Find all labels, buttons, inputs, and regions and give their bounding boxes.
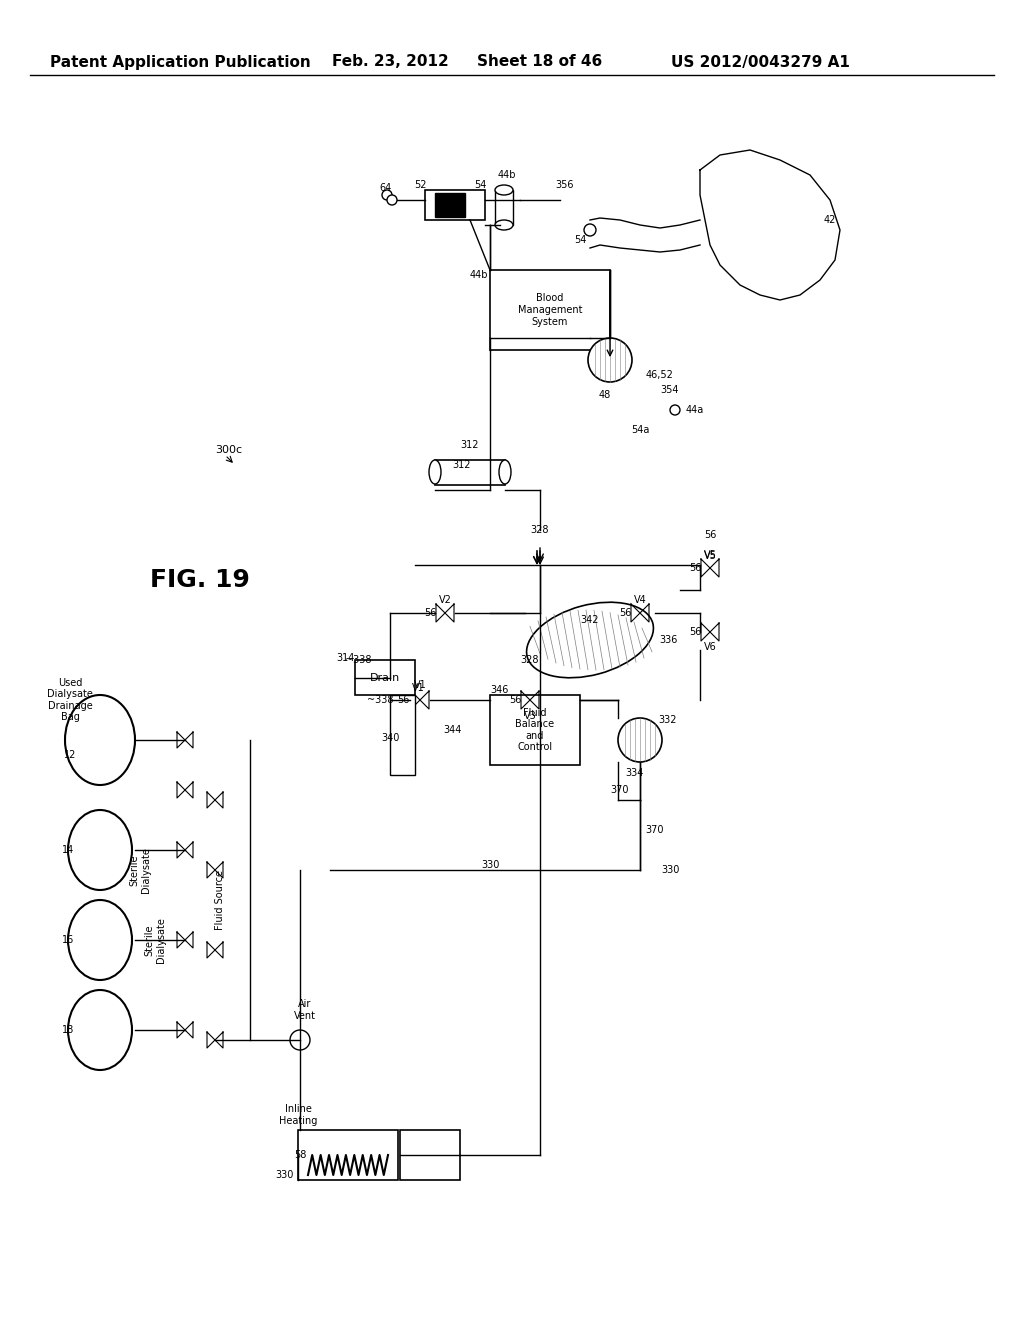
Text: 18: 18 bbox=[61, 1026, 74, 1035]
Bar bbox=[490, 271, 610, 350]
Text: 332: 332 bbox=[658, 715, 677, 725]
Text: 340: 340 bbox=[381, 733, 399, 743]
Text: 334: 334 bbox=[626, 768, 644, 777]
Ellipse shape bbox=[526, 602, 653, 677]
Circle shape bbox=[588, 338, 632, 381]
Text: 42: 42 bbox=[824, 215, 837, 224]
Text: Sterile
Dialysate: Sterile Dialysate bbox=[144, 917, 166, 962]
Text: V3: V3 bbox=[523, 711, 537, 721]
Text: Patent Application Publication: Patent Application Publication bbox=[49, 54, 310, 70]
Text: 330: 330 bbox=[275, 1170, 294, 1180]
Text: 56: 56 bbox=[689, 627, 701, 638]
Text: 48: 48 bbox=[599, 389, 611, 400]
Text: V1: V1 bbox=[412, 682, 424, 693]
Bar bbox=[435, 193, 465, 216]
Text: V5: V5 bbox=[703, 550, 717, 561]
Text: 56: 56 bbox=[689, 564, 701, 573]
Bar bbox=[495, 190, 513, 224]
Text: V4: V4 bbox=[634, 595, 646, 605]
Text: Sterile
Dialysate: Sterile Dialysate bbox=[129, 847, 151, 892]
Ellipse shape bbox=[65, 696, 135, 785]
Bar bbox=[400, 1130, 460, 1180]
Text: V2: V2 bbox=[438, 595, 452, 605]
Text: 44b: 44b bbox=[469, 271, 488, 280]
Text: 312: 312 bbox=[461, 440, 479, 450]
Ellipse shape bbox=[495, 185, 513, 195]
Ellipse shape bbox=[68, 810, 132, 890]
Text: 312: 312 bbox=[453, 459, 471, 470]
Text: 58: 58 bbox=[294, 1150, 306, 1160]
Text: 330: 330 bbox=[481, 861, 499, 870]
Text: ~338: ~338 bbox=[367, 696, 393, 705]
Text: Used
Dialysate
Drainage
Bag: Used Dialysate Drainage Bag bbox=[47, 677, 93, 722]
Bar bbox=[435, 459, 505, 484]
Bar bbox=[490, 696, 580, 766]
Bar bbox=[390, 696, 415, 775]
Text: 300c: 300c bbox=[215, 445, 242, 455]
Ellipse shape bbox=[495, 220, 513, 230]
Text: 16: 16 bbox=[61, 935, 74, 945]
Text: 54: 54 bbox=[573, 235, 586, 246]
Text: 354: 354 bbox=[660, 385, 679, 395]
Text: Drain: Drain bbox=[370, 673, 400, 682]
Text: Fluid
Balance
and
Control: Fluid Balance and Control bbox=[515, 708, 555, 752]
Text: Sheet 18 of 46: Sheet 18 of 46 bbox=[477, 54, 603, 70]
Ellipse shape bbox=[68, 990, 132, 1071]
Text: FIG. 19: FIG. 19 bbox=[151, 568, 250, 591]
Text: 64: 64 bbox=[379, 183, 391, 193]
Text: 346: 346 bbox=[490, 685, 508, 696]
Text: 14: 14 bbox=[61, 845, 74, 855]
Text: 56: 56 bbox=[703, 531, 716, 540]
Text: 314: 314 bbox=[337, 653, 355, 663]
Ellipse shape bbox=[68, 900, 132, 979]
Text: 344: 344 bbox=[443, 725, 462, 735]
Ellipse shape bbox=[499, 459, 511, 484]
Text: Blood
Management
System: Blood Management System bbox=[518, 293, 583, 326]
Bar bbox=[298, 1130, 398, 1180]
Text: 44b: 44b bbox=[498, 170, 516, 180]
Circle shape bbox=[618, 718, 662, 762]
Ellipse shape bbox=[429, 459, 441, 484]
Circle shape bbox=[670, 405, 680, 414]
Text: V6: V6 bbox=[703, 642, 717, 652]
Text: 336: 336 bbox=[658, 635, 677, 645]
Text: 54: 54 bbox=[474, 180, 486, 190]
Text: V1: V1 bbox=[414, 680, 426, 690]
Text: Fluid Source: Fluid Source bbox=[215, 870, 225, 931]
Text: 328: 328 bbox=[530, 525, 549, 535]
Text: 54a: 54a bbox=[631, 425, 649, 436]
Circle shape bbox=[382, 190, 392, 201]
Circle shape bbox=[290, 1030, 310, 1049]
Text: 342: 342 bbox=[581, 615, 599, 624]
Text: US 2012/0043279 A1: US 2012/0043279 A1 bbox=[671, 54, 850, 70]
Text: 56: 56 bbox=[509, 696, 521, 705]
Circle shape bbox=[584, 224, 596, 236]
Text: 56: 56 bbox=[397, 696, 410, 705]
Text: 330: 330 bbox=[660, 865, 679, 875]
Text: 370: 370 bbox=[610, 785, 630, 795]
Text: 370: 370 bbox=[646, 825, 665, 836]
Text: Feb. 23, 2012: Feb. 23, 2012 bbox=[332, 54, 449, 70]
Text: 52: 52 bbox=[414, 180, 426, 190]
Text: V5: V5 bbox=[703, 550, 717, 560]
Bar bbox=[425, 190, 485, 220]
Text: 44a: 44a bbox=[686, 405, 705, 414]
Bar bbox=[355, 660, 415, 696]
Text: 356: 356 bbox=[556, 180, 574, 190]
Text: Air
Vent: Air Vent bbox=[294, 999, 316, 1020]
Text: 56: 56 bbox=[424, 609, 436, 618]
Text: Inline
Heating: Inline Heating bbox=[279, 1105, 317, 1126]
Text: 328: 328 bbox=[521, 655, 540, 665]
Text: ~338: ~338 bbox=[345, 655, 372, 665]
Circle shape bbox=[387, 195, 397, 205]
Text: 12: 12 bbox=[63, 750, 76, 760]
Text: 56: 56 bbox=[618, 609, 631, 618]
Text: 46,52: 46,52 bbox=[646, 370, 674, 380]
